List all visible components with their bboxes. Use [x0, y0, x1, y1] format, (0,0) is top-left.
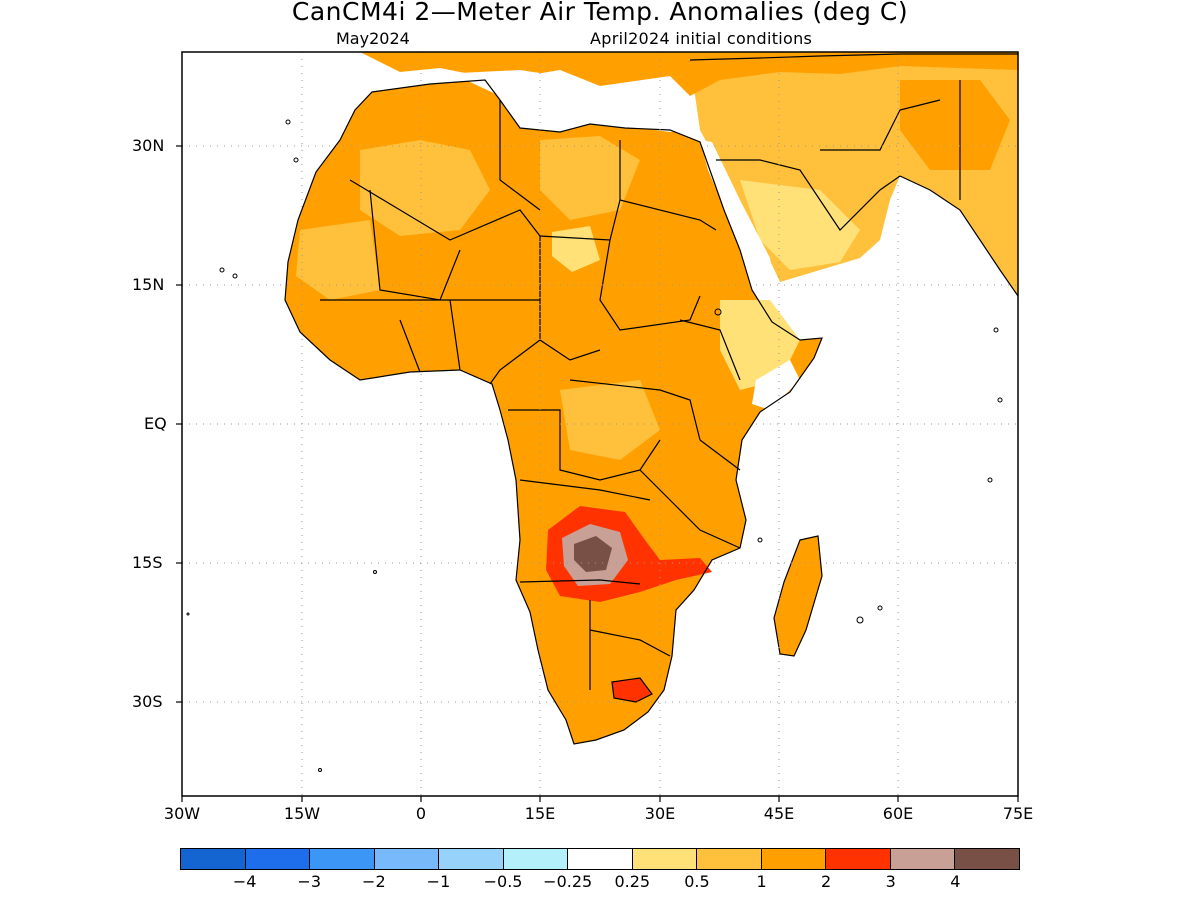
sahara-light-patch	[360, 140, 490, 236]
lon-label-30e: 30E	[644, 804, 676, 823]
colorbar-segment	[502, 848, 568, 870]
lat-label-30n: 30N	[132, 136, 165, 155]
south-africa-red-patch	[612, 678, 652, 702]
colorbar-label: −0.5	[483, 872, 523, 891]
gridlines	[182, 52, 1018, 796]
colorbar-label: 0.5	[684, 872, 710, 891]
colorbar-label: −2	[362, 872, 386, 891]
lon-label-15e: 15E	[524, 804, 556, 823]
chart-title: CanCM4i 2—Meter Air Temp. Anomalies (deg…	[291, 0, 909, 26]
initial-conditions: April2024 initial conditions	[590, 29, 813, 48]
colorbar-label: −4	[232, 872, 257, 891]
red-sea	[700, 140, 776, 292]
map-content	[186, 52, 1018, 772]
colorbar-segment	[631, 848, 697, 870]
africa-landmass	[285, 80, 822, 744]
lat-label-30s: 30S	[132, 692, 163, 711]
islands	[186, 119, 1003, 772]
europe-landmass	[360, 52, 1018, 96]
iran-orange-patch	[900, 80, 1010, 170]
madagascar	[774, 536, 822, 656]
colorbar	[180, 848, 1020, 870]
horn-white-patch	[752, 360, 800, 410]
colorbar-segment	[825, 848, 890, 870]
lon-label-60e: 60E	[882, 804, 914, 823]
lon-label-30w: 30W	[163, 804, 201, 823]
colorbar-segment	[373, 848, 439, 870]
colorbar-segment	[244, 848, 310, 870]
colorbar-label: 3	[885, 872, 896, 891]
arabia-lighter-patch	[740, 180, 860, 270]
lon-label-75e: 75E	[1002, 804, 1034, 823]
forecast-month: May2024	[336, 29, 410, 48]
colorbar-segment	[180, 848, 245, 870]
colorbar-label: 0.25	[614, 872, 651, 891]
colorbar-label: 4	[950, 872, 961, 891]
lat-label-eq: EQ	[144, 414, 167, 433]
country-borders	[284, 53, 1018, 745]
lon-label-45e: 45E	[763, 804, 795, 823]
colorbar-label: −1	[426, 872, 451, 891]
colorbar-segment	[889, 848, 955, 870]
west-africa-light-patch	[296, 220, 380, 300]
axis-ticks	[176, 145, 1019, 802]
lat-label-15s: 15S	[132, 553, 163, 572]
lon-label-15w: 15W	[283, 804, 321, 823]
colorbar-label: 1	[756, 872, 767, 891]
mediterranean-sea	[440, 70, 700, 132]
colorbar-segment	[438, 848, 503, 870]
colorbar-label: −0.25	[543, 872, 593, 891]
colorbar-segment	[567, 848, 632, 870]
lon-label-0: 0	[415, 804, 427, 823]
libya-light-patch	[540, 136, 640, 220]
colorbar-segment	[309, 848, 374, 870]
lat-label-15n: 15N	[132, 275, 165, 294]
colorbar-segment	[696, 848, 761, 870]
colorbar-segment	[954, 848, 1020, 870]
colorbar-label: 2	[821, 872, 832, 891]
colorbar-segment	[760, 848, 826, 870]
congo-light-patch	[560, 380, 660, 460]
colorbar-label: −3	[297, 872, 322, 891]
